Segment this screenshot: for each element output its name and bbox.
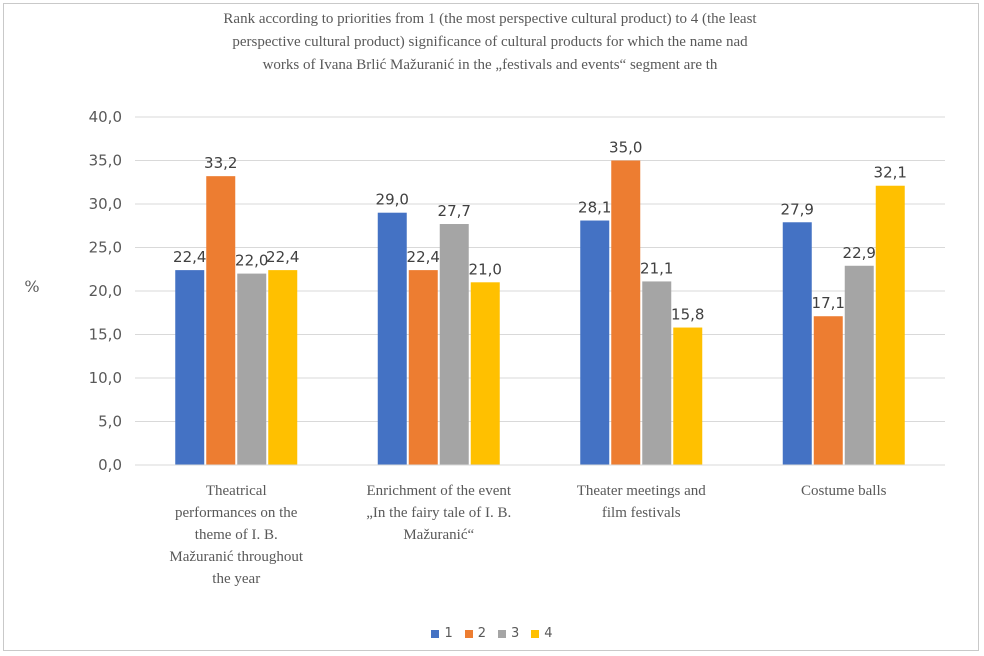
legend-item-4: 4	[531, 626, 553, 641]
legend-item-1: 1	[431, 626, 453, 641]
y-tick-label: 20,0	[89, 282, 122, 300]
bar-series-3	[844, 265, 874, 465]
bar-series-4	[875, 185, 905, 466]
data-label: 27,7	[438, 202, 471, 220]
chart-title-line: perspective cultural product) significan…	[232, 34, 748, 50]
y-tick-label: 0,0	[98, 456, 122, 474]
x-category-label-line: Costume balls	[801, 483, 887, 499]
data-label: 29,0	[376, 191, 409, 209]
y-axis-label: %	[24, 277, 39, 296]
data-label: 17,1	[812, 294, 845, 312]
x-category-label-line: film festivals	[601, 505, 681, 521]
x-category-label: Enrichment of the event „In the fairy tal…	[353, 480, 525, 546]
x-category-label-line: Theatrical	[205, 483, 267, 499]
x-category-label: Theatrical performances on the theme of I.…	[150, 480, 322, 590]
bar-series-1	[782, 222, 812, 465]
chart-title-line: Rank according to priorities from 1 (the…	[223, 11, 757, 27]
legend-swatch	[498, 629, 506, 638]
bar-series-3	[237, 273, 267, 465]
x-category-label: Costume balls	[758, 480, 930, 502]
y-tick-label: 25,0	[89, 239, 122, 257]
bar-series-4	[673, 327, 703, 465]
data-label: 27,9	[781, 200, 814, 218]
bar-series-4	[268, 270, 298, 465]
data-label: 28,1	[578, 199, 611, 217]
legend-item-2: 2	[464, 626, 486, 641]
y-tick-label: 35,0	[89, 152, 122, 170]
data-label: 22,4	[407, 248, 440, 266]
data-label: 22,4	[173, 248, 206, 266]
bar-series-4	[470, 282, 500, 465]
chart-title: Rank according to priorities from 1 (the…	[80, 8, 900, 77]
data-label: 21,0	[469, 260, 502, 278]
chart-title-line: works of Ivana Brlić Mažuranić in the „f…	[262, 57, 718, 73]
bar-series-1	[580, 220, 610, 465]
bar-series-2	[408, 270, 438, 465]
y-tick-label: 5,0	[98, 413, 122, 431]
legend-label: 3	[511, 626, 520, 641]
data-label: 33,2	[204, 154, 237, 172]
legend-label: 1	[444, 626, 453, 641]
x-category-label-line: „In the fairy tale of I. B.	[366, 505, 512, 521]
x-category-label: Theater meetings and film festivals	[555, 480, 727, 524]
x-category-label-line: theme of I. B.	[194, 527, 278, 543]
legend-swatch	[431, 629, 440, 638]
bar-series-3	[439, 224, 469, 465]
x-category-label-line: Mažuranić throughout	[169, 549, 304, 565]
legend: 1 2 3 4	[0, 626, 984, 641]
x-category-label-line: Enrichment of the event	[366, 483, 512, 499]
data-label: 22,9	[843, 244, 876, 262]
legend-label: 2	[477, 626, 486, 641]
data-label: 35,0	[609, 139, 642, 157]
legend-swatch	[464, 629, 473, 638]
x-category-label-line: Mažuranić“	[403, 527, 475, 543]
y-tick-label: 15,0	[89, 326, 122, 344]
legend-item-3: 3	[498, 626, 519, 641]
data-label: 22,0	[235, 252, 268, 270]
legend-label: 4	[544, 626, 553, 641]
data-label: 22,4	[266, 248, 299, 266]
data-label: 15,8	[671, 306, 704, 324]
bar-series-3	[642, 281, 672, 465]
x-category-label-line: the year	[212, 571, 261, 587]
y-tick-label: 30,0	[89, 195, 122, 213]
bar-series-1	[175, 270, 205, 465]
x-category-label-line: performances on the	[175, 505, 298, 521]
bar-series-2	[611, 160, 641, 465]
y-tick-label: 40,0	[89, 108, 122, 126]
legend-swatch	[531, 629, 540, 638]
x-category-label-line: Theater meetings and	[576, 483, 706, 499]
data-label: 21,1	[640, 259, 673, 277]
y-tick-label: 10,0	[89, 369, 122, 387]
bar-series-2	[206, 176, 236, 465]
bar-series-2	[813, 316, 843, 465]
data-label: 32,1	[874, 164, 907, 182]
bar-series-1	[377, 212, 407, 465]
